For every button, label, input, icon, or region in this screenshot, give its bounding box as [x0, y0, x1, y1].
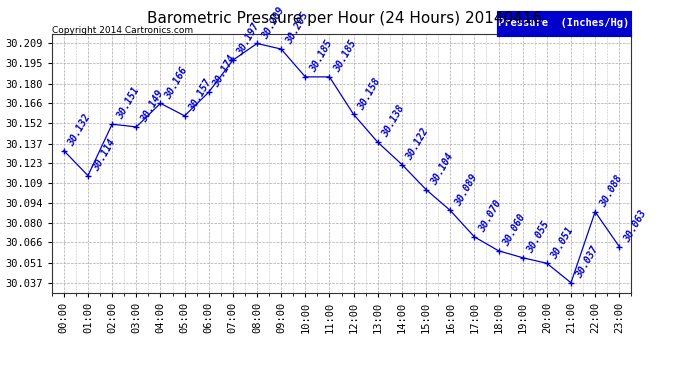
- Text: Copyright 2014 Cartronics.com: Copyright 2014 Cartronics.com: [52, 26, 193, 35]
- Text: 30.063: 30.063: [622, 208, 649, 244]
- Text: 30.151: 30.151: [115, 86, 141, 122]
- Text: Barometric Pressure per Hour (24 Hours) 20140416: Barometric Pressure per Hour (24 Hours) …: [148, 11, 542, 26]
- Text: 30.197: 30.197: [236, 22, 262, 57]
- Text: 30.185: 30.185: [308, 39, 335, 74]
- Text: 30.157: 30.157: [188, 78, 214, 113]
- Text: 30.132: 30.132: [67, 112, 93, 148]
- Text: 30.070: 30.070: [477, 198, 504, 234]
- Text: 30.205: 30.205: [284, 11, 310, 46]
- Text: 30.060: 30.060: [502, 213, 528, 248]
- Text: 30.166: 30.166: [164, 65, 190, 101]
- Text: 30.104: 30.104: [429, 151, 455, 187]
- Text: 30.122: 30.122: [405, 126, 431, 162]
- Text: 30.209: 30.209: [260, 5, 286, 41]
- Text: 30.055: 30.055: [526, 219, 552, 255]
- Text: 30.158: 30.158: [357, 76, 383, 112]
- Text: 30.185: 30.185: [333, 39, 359, 74]
- Text: 30.174: 30.174: [212, 54, 238, 89]
- Text: 30.037: 30.037: [574, 244, 600, 280]
- Text: 30.089: 30.089: [453, 172, 480, 208]
- Text: Pressure  (Inches/Hg): Pressure (Inches/Hg): [498, 18, 630, 28]
- Text: 30.088: 30.088: [598, 174, 624, 209]
- Text: 30.051: 30.051: [550, 225, 576, 261]
- Text: 30.138: 30.138: [381, 104, 407, 140]
- Text: 30.114: 30.114: [91, 137, 117, 173]
- Text: 30.149: 30.149: [139, 88, 166, 124]
